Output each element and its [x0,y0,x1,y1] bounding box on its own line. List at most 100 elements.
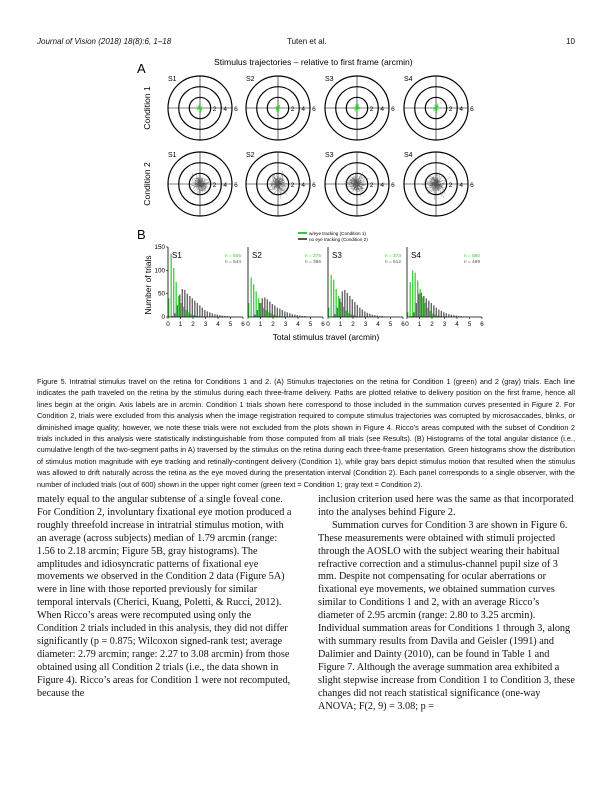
subject-label: S4 [411,251,421,260]
histogram-bar [455,315,458,317]
x-tick-label: 6 [321,321,325,328]
trajectory-paths [195,104,203,113]
subject-label: S1 [168,76,177,83]
x-tick-label: 2 [430,321,434,328]
histogram-bar [366,312,369,317]
histogram-bar [417,280,419,317]
histogram-bar [356,304,359,317]
histogram-bar [369,313,371,317]
subject-label: S2 [246,76,255,83]
histogram-bar [301,316,304,317]
histogram-bar [432,313,434,317]
panel-a-label: A [137,61,146,76]
count-condition2: n = 544 [225,259,241,265]
histogram-bar [198,316,200,317]
trajectory-panel: 2 4 6 S4 [403,151,474,217]
count-condition1: n = 375 [305,253,321,259]
histogram-bar [424,303,426,317]
histogram-bar [419,289,421,317]
histogram-bar [226,316,229,317]
x-tick-label: 2 [191,321,195,328]
histogram-bar [195,315,197,317]
histogram-bar [261,298,264,317]
histogram-bar [271,303,274,317]
x-tick-label: 5 [309,321,313,328]
x-tick-label: 0 [405,321,409,328]
histogram-bar [216,314,219,317]
x-tick-label: 4 [296,321,300,328]
histogram-bar [345,310,347,317]
x-tick-label: 6 [401,321,405,328]
histogram-bar [409,282,411,317]
subject-label: S4 [404,76,413,83]
x-tick-label: 5 [229,321,233,328]
histogram-bar [266,299,269,317]
histogram-bar [209,312,211,317]
histogram-bar [437,315,439,317]
x-tick-label: 6 [480,321,484,328]
histogram-bar [206,311,209,317]
ring-label: 2 [291,182,295,189]
histogram-bar [250,277,252,317]
figure-caption: Figure 5. Intratrial stimulus travel on … [37,377,575,489]
trajectory-paths [353,103,360,114]
histogram-bar [420,292,423,317]
histogram-bar [179,294,181,317]
x-tick-label: 3 [443,321,447,328]
histogram-bar [334,314,336,317]
y-tick-label: 50 [158,291,166,298]
histogram-bar [433,305,435,317]
ring-label: 6 [470,182,474,189]
x-tick-label: 3 [284,321,288,328]
histogram-bar [281,310,284,317]
histogram-bar [458,316,460,317]
histogram-bar [171,316,174,317]
histogram-bar [450,314,453,317]
legend-label-condition1: w/eye tracking (Condition 1) [309,231,366,236]
histogram-bar [427,307,429,317]
histogram-bar [439,316,441,317]
histogram-bar [414,272,416,317]
figure-5: A Stimulus trajectories – relative to fi… [137,57,484,342]
histogram-bar [361,309,364,317]
ring-label: 4 [459,182,463,189]
histogram-bar [351,299,354,317]
ring-label: 2 [291,106,295,113]
trajectory-panel: 2 4 6 S2 [245,75,316,141]
histogram-bar [289,313,291,317]
histogram-bar [354,302,356,317]
x-tick-label: 1 [339,321,343,328]
histogram-xlabel: Total stimulus travel (arcmin) [273,332,380,342]
histogram-bar [359,307,361,317]
histogram-bar [176,305,179,317]
histogram-bar [379,316,381,317]
count-condition1: n = 373 [385,253,401,259]
trajectory-paths [190,172,215,195]
histogram-bar [415,303,418,317]
histogram-bar [274,305,276,317]
histogram-bar [248,303,250,317]
x-tick-label: 3 [364,321,368,328]
histogram-legend: w/eye tracking (Condition 1) no eye trac… [298,231,368,242]
ring-label: 2 [213,182,217,189]
ring-label: 2 [370,182,374,189]
histogram-bar [412,270,414,317]
histogram-bar [259,303,261,317]
histogram-bar [422,297,424,317]
histogram-bar [181,289,184,317]
histogram-bar [255,291,257,317]
ring-label: 6 [391,106,395,113]
histogram-bar [278,316,280,317]
x-tick-label: 1 [259,321,263,328]
histogram-bar [180,303,182,317]
histogram-bar [423,296,425,317]
subject-label: S4 [404,152,413,159]
legend-swatch-condition1 [298,232,307,234]
histogram-bar [196,303,199,317]
histogram-bar [168,298,170,317]
histogram-bar [186,293,189,317]
histogram-bar [430,303,433,317]
